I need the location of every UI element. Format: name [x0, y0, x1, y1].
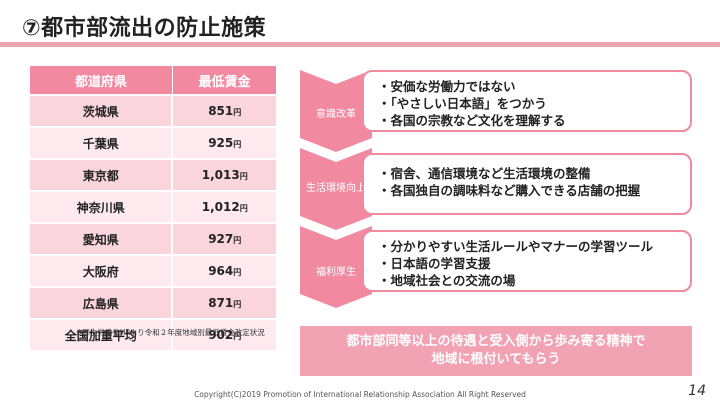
chevron-awareness: 意識改革 — [300, 70, 372, 152]
copyright-footer: Copyright(C)2019 Promotion of Internatio… — [194, 390, 526, 399]
measure-item: ・地域社会との交流の場 — [378, 273, 516, 288]
table-row: 広島県 871円 — [30, 286, 276, 319]
measure-item: ・各国の宗教など文化を理解する — [378, 113, 566, 128]
prefecture-cell: 茨城県 — [30, 94, 174, 127]
table-row: 全国加重平均 902円 — [30, 318, 276, 350]
yen-unit: 円 — [233, 300, 242, 309]
wage-cell: 1,012円 — [172, 190, 276, 223]
yen-unit: 円 — [233, 268, 242, 277]
wage-value: 902 — [208, 328, 234, 342]
wage-value: 964 — [208, 264, 234, 278]
wage-cell: 851円 — [172, 94, 276, 127]
yen-unit: 円 — [233, 140, 242, 149]
yen-unit: 円 — [233, 236, 242, 245]
page-title: ⑦都市部流出の防止施策 — [22, 16, 267, 41]
wage-cell: 1,013円 — [172, 158, 276, 191]
chevron-shape — [300, 70, 372, 152]
wage-value: 871 — [208, 296, 234, 310]
wage-cell: 925円 — [172, 126, 276, 159]
measure-item: ・「やさしい日本語」をつかう — [378, 96, 547, 111]
measure-item: ・安価な労働力ではない — [378, 79, 516, 94]
yen-unit: 円 — [233, 332, 242, 341]
chevron-living-environment: 生活環境向上 — [300, 148, 372, 230]
prefecture-cell: 全国加重平均 — [30, 318, 174, 350]
table-header-row: 都道府県 最低賃金 — [30, 66, 276, 95]
prefecture-cell: 愛知県 — [30, 222, 174, 255]
measure-box-awareness: ・安価な労働力ではない ・「やさしい日本語」をつかう ・各国の宗教など文化を理解… — [362, 70, 692, 132]
wage-cell: 902円 — [172, 318, 276, 350]
prefecture-cell: 神奈川県 — [30, 190, 174, 223]
minimum-wage-table: 都道府県 最低賃金 茨城県 851円 千葉県 925円 東京都 1,013円 神… — [30, 66, 276, 350]
page-number: 14 — [688, 383, 706, 399]
chevron-shape — [300, 226, 372, 308]
wage-value: 927 — [208, 232, 234, 246]
wage-cell: 964円 — [172, 254, 276, 287]
yen-unit: 円 — [233, 108, 242, 117]
table-row: 愛知県 927円 — [30, 222, 276, 255]
chevron-welfare: 福利厚生 — [300, 226, 372, 308]
yen-unit: 円 — [239, 172, 248, 181]
chevron-label: 意識改革 — [316, 109, 356, 120]
source-note: ※厚生労働省HPより令和２年度地域別最低賃金改定状況 — [76, 328, 265, 337]
wage-value: 925 — [208, 136, 234, 150]
conclusion-banner: 都市部同等以上の待遇と受入側から歩み寄る精神で 地域に根付いてもらう — [300, 326, 692, 376]
table-row: 東京都 1,013円 — [30, 158, 276, 191]
wage-cell: 927円 — [172, 222, 276, 255]
prefecture-cell: 大阪府 — [30, 254, 174, 287]
table-row: 茨城県 851円 — [30, 94, 276, 127]
prefecture-cell: 東京都 — [30, 158, 174, 191]
table-row: 千葉県 925円 — [30, 126, 276, 159]
measure-item: ・宿舎、通信環境など生活環境の整備 — [378, 166, 591, 181]
chevron-shape — [300, 148, 372, 230]
table-row: 大阪府 964円 — [30, 254, 276, 287]
column-header-prefecture: 都道府県 — [30, 66, 173, 95]
wage-value: 1,013 — [201, 168, 240, 182]
banner-line: 都市部同等以上の待遇と受入側から歩み寄る精神で — [346, 334, 646, 349]
measure-item: ・各国独自の調味料など購入できる店舗の把握 — [378, 183, 641, 198]
prefecture-cell: 千葉県 — [30, 126, 174, 159]
chevron-label: 生活環境向上 — [306, 183, 366, 194]
measure-box-welfare: ・分かりやすい生活ルールやマナーの学習ツール ・日本語の学習支援 ・地域社会との… — [362, 230, 692, 292]
chevron-label: 福利厚生 — [316, 267, 356, 278]
prefecture-cell: 広島県 — [30, 286, 174, 319]
table-row: 神奈川県 1,012円 — [30, 190, 276, 223]
column-header-min-wage: 最低賃金 — [172, 66, 276, 95]
title-underline — [0, 42, 720, 47]
measure-item: ・分かりやすい生活ルールやマナーの学習ツール — [378, 239, 654, 254]
wage-value: 851 — [208, 104, 234, 118]
measure-box-living-environment: ・宿舎、通信環境など生活環境の整備 ・各国独自の調味料など購入できる店舗の把握 — [362, 153, 692, 215]
wage-value: 1,012 — [201, 200, 240, 214]
wage-cell: 871円 — [172, 286, 276, 319]
yen-unit: 円 — [239, 204, 248, 213]
banner-line: 地域に根付いてもらう — [431, 352, 561, 367]
measure-item: ・日本語の学習支援 — [378, 256, 491, 271]
